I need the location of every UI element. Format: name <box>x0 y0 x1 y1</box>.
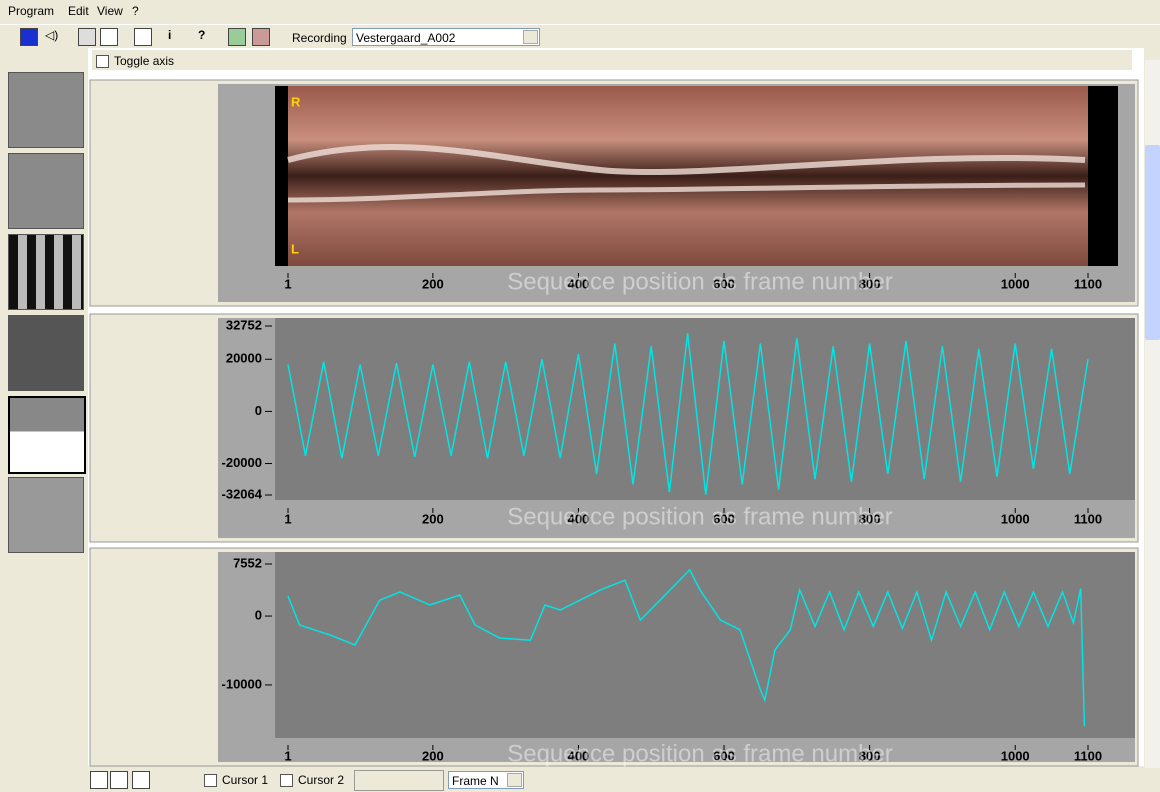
x-tick-label: 1100 <box>1074 276 1102 291</box>
y-tick-label: 20000 <box>226 351 262 366</box>
x-tick-label: 1000 <box>1001 276 1030 291</box>
plots: RL120040060080010001100Sequence position… <box>0 0 1160 792</box>
app-window: Program Edit View ? ◁) i ? Recording Ves… <box>0 0 1160 792</box>
y-tick-label: -10000 <box>222 676 262 691</box>
x-tick-label: 1 <box>284 276 291 291</box>
x-tick-label: 1 <box>284 511 291 526</box>
y-tick-label: -20000 <box>222 455 262 470</box>
x-tick-label: 200 <box>422 748 444 763</box>
x-tick-label: 200 <box>422 276 444 291</box>
y-tick-label: 0 <box>255 403 262 418</box>
side-marker: L <box>291 241 299 256</box>
y-tick-label: -32064 <box>222 486 263 501</box>
x-tick-label: 1100 <box>1074 511 1102 526</box>
x-axis-title: Sequence position as frame number <box>507 740 893 767</box>
x-tick-label: 1000 <box>1001 748 1030 763</box>
y-tick-label: 7552 <box>233 555 262 570</box>
x-tick-label: 1100 <box>1074 748 1102 763</box>
x-tick-label: 1000 <box>1001 511 1030 526</box>
y-tick-label: 0 <box>255 607 262 622</box>
x-axis-title: Sequence position as frame number <box>507 268 893 295</box>
x-axis-title: Sequence position as frame number <box>507 503 893 530</box>
y-tick-label: 32752 <box>226 317 262 332</box>
x-tick-label: 200 <box>422 511 444 526</box>
kymogram <box>288 86 1088 266</box>
x-tick-label: 1 <box>284 748 291 763</box>
signal-area <box>275 552 1135 738</box>
side-marker: R <box>291 94 301 109</box>
